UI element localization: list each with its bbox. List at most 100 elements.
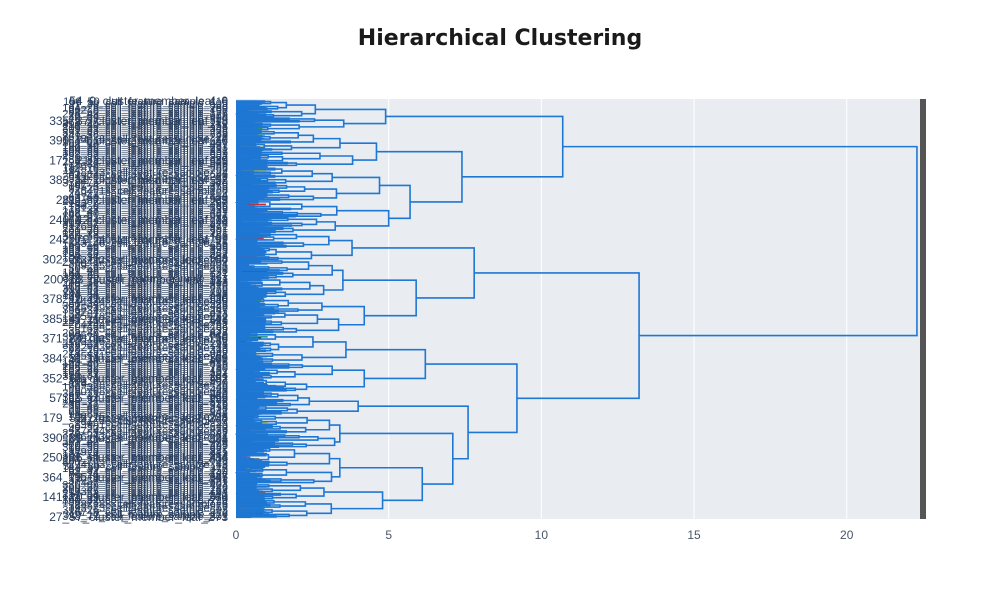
dendrogram-link [236, 495, 264, 498]
leaf-label: 314_89_cell_feature_sample_114 [63, 461, 228, 473]
leaf-label: 383_46_cell_feature_sample_35 [68, 238, 228, 250]
leaf-label: 99_28_cell_feature_sample_921 [68, 444, 228, 456]
leaf-label: 282_88_cell_feature_sample_5 [74, 498, 228, 510]
dendrogram-link [236, 251, 242, 255]
dendrogram-link [236, 467, 264, 472]
leaf-label: 179_52_cluster_member_leaf_208 [43, 411, 229, 425]
dendrogram-link [263, 194, 290, 199]
leaf-label: 36_40_cell_feature_sample_379 [68, 400, 228, 412]
dendrogram-link [266, 162, 298, 167]
leaf-label: 272_63_cell_feature_sample_13 [68, 342, 228, 354]
dendrogram-link [264, 393, 279, 398]
leaf-label: 57_13_cell_feature_sample_328 [68, 352, 228, 364]
dendrogram-link [296, 235, 330, 246]
dendrogram-link [236, 441, 239, 444]
dendrogram-link [306, 369, 366, 388]
dendrogram-link [280, 408, 298, 414]
leaf-label: 100_36_cell_feature_sample_509 [62, 252, 228, 264]
dendrogram-link [236, 134, 238, 138]
leaf-label: 22_23_cell_feature_sample_496 [68, 346, 228, 358]
dendrogram-link [267, 124, 300, 130]
dendrogram-link [236, 362, 273, 366]
leaf-label: 66_0_cell_feature_sample_840 [74, 330, 228, 342]
dendrogram-link [385, 115, 564, 178]
dendrogram-link [236, 457, 254, 462]
leaf-label: 281_5_cluster_member_leaf_65 [56, 193, 228, 207]
dendrogram-link [249, 472, 263, 478]
dendrogram-link [271, 312, 286, 318]
dendrogram-link [236, 184, 277, 188]
dendrogram-link [236, 183, 243, 187]
leaf-label: 240_42_cluster_member_leaf_78 [49, 213, 228, 227]
dendrogram-link [236, 235, 264, 239]
dendrogram-link [283, 387, 297, 392]
dendrogram-link [339, 466, 424, 502]
dendrogram-link [236, 479, 271, 483]
dendrogram-link [236, 210, 261, 214]
dendrogram-link [236, 109, 241, 113]
dendrogram-link [376, 150, 463, 203]
leaf-label: 347_58_cell_feature_sample_7 [74, 415, 228, 427]
dendrogram-link [274, 227, 294, 233]
dendrogram-link [236, 357, 264, 361]
dendrogram-link [315, 108, 387, 125]
dendrogram-link [235, 492, 238, 495]
dendrogram-link [296, 487, 325, 497]
leaf-label: 48_39_cell_feature_sample_954 [68, 113, 228, 125]
leaf-label: 32_1_cell_feature_sample_536 [74, 175, 228, 187]
leaf-label: 164_61_cell_feature_sample_646 [62, 136, 228, 148]
leaf-label: 50_65_cell_feature_sample_850 [68, 263, 228, 275]
dendrogram-link [236, 487, 242, 490]
dendrogram-link [236, 224, 293, 227]
dendrogram-link [236, 139, 242, 143]
leaf-label: 354_85_cell_feature_sample_381 [62, 271, 228, 283]
dendrogram-link [297, 400, 359, 412]
dendrogram-link [285, 284, 325, 296]
leaf-label: 249_7_cell_feature_sample_402 [68, 188, 228, 200]
dendrogram-link [271, 222, 303, 227]
leaf-label: 193_5_cell_feature_sample_124 [68, 486, 228, 498]
leaf-label: 302_26_cluster_member_leaf_104 [43, 252, 229, 266]
leaf-label: 309_31_cell_feature_sample_349 [62, 123, 228, 135]
dendrogram-link [236, 341, 240, 344]
leaf-label: 218_29_cell_feature_sample_153 [62, 121, 228, 133]
leaf-label: 314_82_cell_feature_sample_544 [62, 217, 228, 229]
leaf-label: 213_47_cell_feature_sample_942 [62, 348, 228, 360]
dendrogram-link [236, 411, 282, 415]
dendrogram-link [292, 221, 337, 231]
dendrogram-link [358, 405, 469, 460]
dendrogram-link [257, 105, 279, 110]
leaf-label: 355_31_cell_feature_sample_247 [62, 305, 228, 317]
leaf-label: 289_52_cell_feature_sample_963 [62, 277, 228, 289]
dendrogram-link [236, 368, 260, 372]
dendrogram-link [236, 391, 242, 394]
leaf-label: 362_62_cell_feature_sample_866 [62, 392, 228, 404]
leaf-label: 363_47_cell_feature_sample_247 [62, 484, 228, 496]
dendrogram-link [264, 425, 281, 430]
leaf-label: 312_62_cell_feature_sample_201 [62, 371, 228, 383]
dendrogram-link [236, 114, 275, 118]
dendrogram-link [236, 232, 242, 236]
leaf-label: 360_9_cell_feature_sample_404 [68, 259, 228, 271]
dendrogram-link [236, 318, 262, 322]
x-tick-label: 20 [840, 528, 854, 542]
dendrogram-link [268, 267, 288, 272]
leaf-label: 141_59_cell_feature_sample_574 [62, 492, 228, 504]
dendrogram-link [305, 419, 331, 431]
leaf-label: 228_82_cell_feature_sample_19 [68, 334, 228, 346]
dendrogram-link [253, 154, 269, 159]
leaf-label: 59_32_cell_feature_sample_250 [68, 465, 228, 477]
dendrogram-link [236, 137, 255, 141]
dendrogram-link [296, 318, 340, 332]
dendrogram-link [236, 386, 285, 390]
leaf-label: 198_39_cell_feature_sample_548 [62, 382, 228, 394]
leaf-label: 31_83_cell_feature_sample_238 [68, 125, 228, 137]
leaf-label: 397_76_cell_feature_sample_750 [62, 332, 228, 344]
leaf-label: 199_81_cell_feature_sample_677 [62, 211, 228, 223]
leaf-label: 113_0_cell_feature_sample_450 [69, 378, 228, 390]
dendrogram-link [236, 484, 270, 488]
dendrogram-link [299, 119, 345, 128]
dendrogram-link [329, 457, 341, 478]
leaf-label: 47_22_cell_feature_sample_473 [68, 423, 228, 435]
dendrogram-link [236, 266, 270, 270]
